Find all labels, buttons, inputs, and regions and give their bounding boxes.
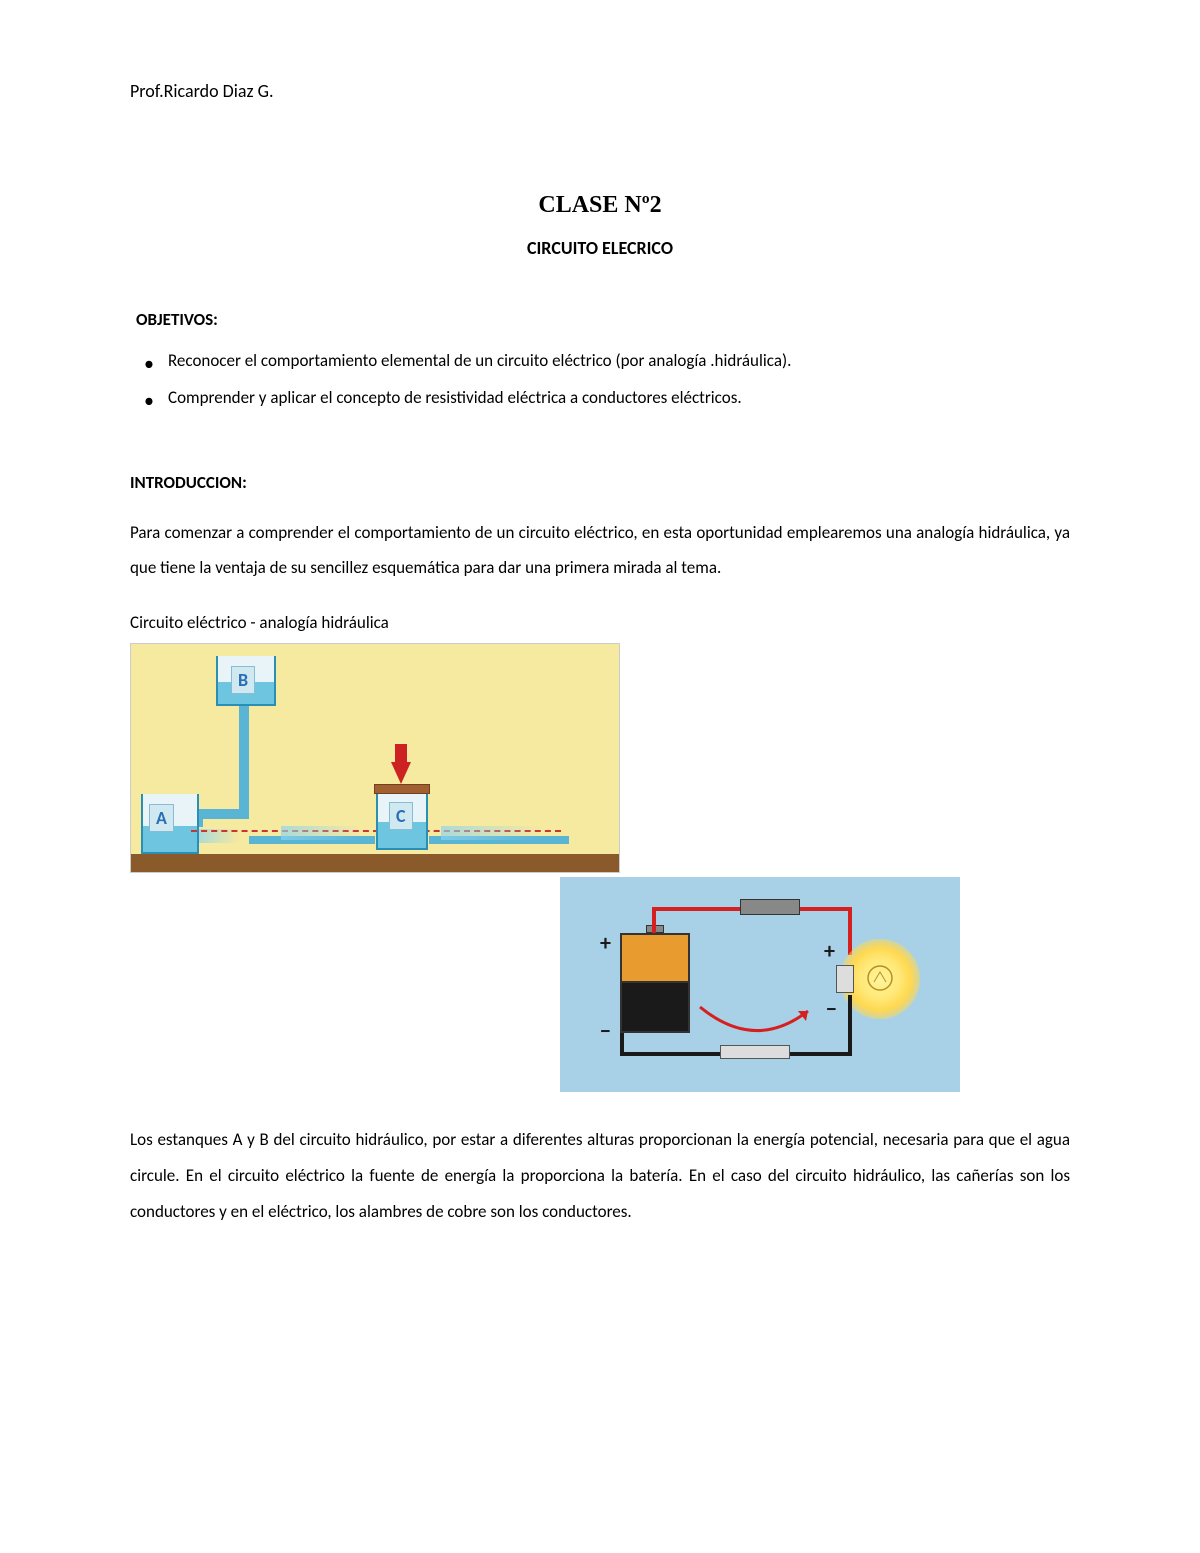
diagram-caption: Circuito eléctrico - analogía hidráulica <box>130 612 1070 633</box>
bulb-icon <box>864 962 896 994</box>
wire-bottom-left <box>620 1033 624 1055</box>
objective-item: Reconocer el comportamiento elemental de… <box>136 342 1070 379</box>
bulb-minus-icon: − <box>826 995 837 1022</box>
fuse <box>720 1045 790 1059</box>
battery <box>620 933 690 1033</box>
closing-text: Los estanques A y B del circuito hidrául… <box>130 1122 1070 1229</box>
wire-bottom-right <box>848 995 852 1055</box>
author-label: Prof.Ricardo Diaz G. <box>130 80 1070 102</box>
tank-c-label: C <box>389 802 413 830</box>
battery-negative <box>620 983 690 1033</box>
bulb-socket <box>836 965 854 993</box>
current-arrow-icon <box>690 997 820 1047</box>
water-spray-right <box>441 826 541 840</box>
battery-positive <box>620 933 690 983</box>
electric-diagram: + − + − <box>560 877 960 1092</box>
arrow-stem <box>395 744 407 764</box>
arrow-down-icon <box>391 762 411 784</box>
objective-item: Comprender y aplicar el concepto de resi… <box>136 379 1070 416</box>
switch <box>740 899 800 915</box>
objectives-heading: OBJETIVOS: <box>136 309 1070 330</box>
pipe-bend <box>201 809 249 819</box>
hydraulic-diagram: B A C <box>130 643 620 873</box>
tank-b-label: B <box>231 666 255 694</box>
page-subtitle: CIRCUITO ELECRICO <box>130 237 1070 259</box>
tank-a-label: A <box>149 804 174 832</box>
pipe-down <box>239 706 249 816</box>
intro-heading: INTRODUCCION: <box>130 472 1070 493</box>
water-spray-left <box>281 826 361 840</box>
page-title: CLASE Nº2 <box>130 192 1070 219</box>
piston <box>374 784 430 794</box>
minus-icon: − <box>600 1017 611 1044</box>
ground <box>131 854 619 872</box>
objectives-list: Reconocer el comportamiento elemental de… <box>136 342 1070 417</box>
diagrams-container: B A C + − <box>130 643 1070 1092</box>
bulb-plus-icon: + <box>824 937 835 964</box>
plus-icon: + <box>600 929 611 956</box>
wire-top-right <box>848 907 852 955</box>
intro-text: Para comenzar a comprender el comportami… <box>130 515 1070 586</box>
